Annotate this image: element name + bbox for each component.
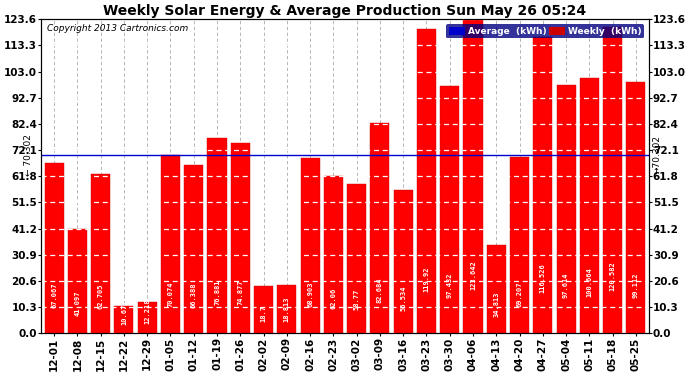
Text: 119.92: 119.92	[424, 266, 429, 291]
Bar	[347, 184, 366, 333]
Text: 66.388: 66.388	[190, 282, 197, 308]
Bar	[627, 81, 645, 333]
Bar	[324, 176, 343, 333]
Text: 56.534: 56.534	[400, 285, 406, 311]
Text: 12.218: 12.218	[144, 299, 150, 324]
Bar	[371, 123, 389, 333]
Bar	[184, 165, 204, 333]
Text: 62.06: 62.06	[331, 288, 336, 309]
Bar	[138, 302, 157, 333]
Text: 97.614: 97.614	[563, 273, 569, 298]
Text: 34.813: 34.813	[493, 292, 500, 318]
Text: 69.207: 69.207	[517, 282, 522, 307]
Bar	[510, 158, 529, 333]
Text: 10.671: 10.671	[121, 299, 127, 325]
Bar	[277, 285, 297, 333]
Text: 41.097: 41.097	[75, 290, 81, 316]
Bar	[393, 190, 413, 333]
Bar	[254, 286, 273, 333]
Bar	[115, 306, 133, 333]
Text: 74.877: 74.877	[237, 280, 244, 305]
Text: 68.903: 68.903	[307, 282, 313, 307]
Text: →70.302: →70.302	[652, 135, 661, 174]
Bar	[533, 37, 552, 333]
Text: 116.526: 116.526	[540, 263, 546, 292]
Bar	[603, 27, 622, 333]
Title: Weekly Solar Energy & Average Production Sun May 26 05:24: Weekly Solar Energy & Average Production…	[104, 4, 586, 18]
Text: 120.582: 120.582	[609, 262, 615, 291]
Bar	[440, 86, 460, 333]
Text: 76.881: 76.881	[214, 279, 220, 304]
Text: 97.432: 97.432	[446, 273, 453, 298]
Text: 123.642: 123.642	[470, 261, 476, 290]
Text: 18.813: 18.813	[284, 297, 290, 322]
Text: ← 70.302: ← 70.302	[24, 134, 33, 176]
Text: 70.074: 70.074	[168, 281, 173, 307]
Bar	[417, 28, 436, 333]
Text: 18.7: 18.7	[261, 305, 266, 322]
Bar	[208, 138, 226, 333]
Bar	[68, 229, 87, 333]
Bar	[45, 163, 63, 333]
Text: 82.684: 82.684	[377, 278, 383, 303]
Bar	[301, 158, 319, 333]
Text: 99.112: 99.112	[633, 272, 639, 298]
Bar	[557, 86, 575, 333]
Bar	[486, 245, 506, 333]
Text: 67.067: 67.067	[51, 282, 57, 308]
Bar	[161, 155, 180, 333]
Text: 100.664: 100.664	[586, 268, 592, 297]
Bar	[230, 143, 250, 333]
Text: Copyright 2013 Cartronics.com: Copyright 2013 Cartronics.com	[48, 24, 188, 33]
Bar	[580, 78, 599, 333]
Text: 58.77: 58.77	[354, 289, 359, 310]
Legend: Average  (kWh), Weekly  (kWh): Average (kWh), Weekly (kWh)	[446, 24, 644, 38]
Text: 62.705: 62.705	[98, 284, 104, 309]
Bar	[464, 19, 482, 333]
Bar	[91, 174, 110, 333]
